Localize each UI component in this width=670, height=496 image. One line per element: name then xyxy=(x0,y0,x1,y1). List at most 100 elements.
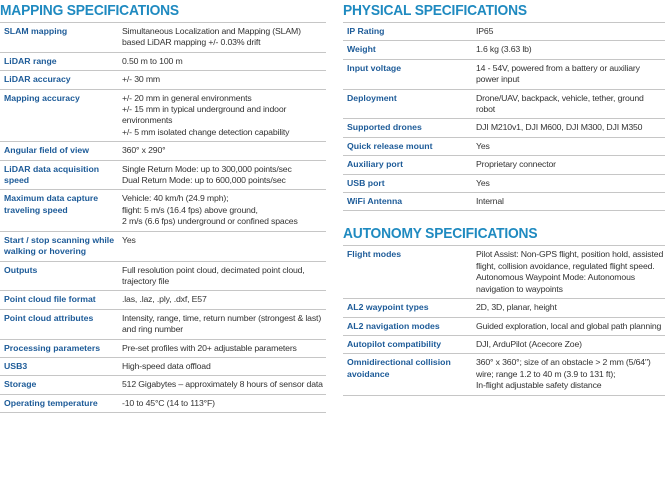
spec-value: Yes xyxy=(476,141,665,152)
spec-value-line: In-flight adjustable safety distance xyxy=(476,380,602,391)
spec-row: Processing parameters Pre-set profiles wi… xyxy=(0,340,326,358)
spec-table: IP Rating IP65 Weight 1.6 kg (3.63 lb) Input… xyxy=(343,22,665,212)
spec-value: Pre-set profiles with 20+ adjustable par… xyxy=(122,343,326,354)
spec-row: Quick release mount Yes xyxy=(343,138,665,157)
spec-value-line: Simultaneous Localization and Mapping (S… xyxy=(122,26,301,48)
spec-label: LiDAR range xyxy=(4,55,57,66)
spec-value-line: Dual Return Mode: up to 600,000 points/s… xyxy=(122,175,286,186)
spec-value-line: 2 m/s (6.6 fps) underground or confined … xyxy=(122,216,298,227)
spec-value: 14 - 54V, powered from a battery or auxi… xyxy=(476,63,665,86)
spec-label: USB3 xyxy=(4,360,28,371)
spec-value-line: 360° x 360°; size of an obstacle > 2 mm … xyxy=(476,357,651,379)
spec-value: DJI M210v1, DJI M600, DJI M300, DJI M350 xyxy=(476,122,665,133)
spec-label: Angular field of view xyxy=(4,145,89,156)
spec-value-line: Proprietary connector xyxy=(476,159,556,170)
spec-row: USB3 High-speed data offload xyxy=(0,358,326,377)
spec-row: Angular field of view 360° x 290° xyxy=(0,142,326,161)
spec-value: High-speed data offload xyxy=(122,361,326,372)
spec-label: Start / stop scanning while walking or h… xyxy=(4,234,115,257)
spec-label: Point cloud file format xyxy=(4,294,96,305)
spec-value-line: 512 Gigabytes – approximately 8 hours of… xyxy=(122,379,323,390)
spec-row: Storage 512 Gigabytes – approximately 8 h… xyxy=(0,376,326,395)
spec-row: Mapping accuracy +/- 20 mm in general env… xyxy=(0,90,326,143)
spec-label: Weight xyxy=(347,44,376,55)
spec-value: 512 Gigabytes – approximately 8 hours of… xyxy=(122,379,326,390)
spec-row: AL2 waypoint types 2D, 3D, planar, height xyxy=(343,299,665,318)
spec-value-line: Intensity, range, time, return number (s… xyxy=(122,312,322,335)
spec-row: Autopilot compatibility DJI, ArduPilot (A… xyxy=(343,336,665,355)
spec-value: 360° x 360°; size of an obstacle > 2 mm … xyxy=(476,357,665,391)
spec-value: Proprietary connector xyxy=(476,159,665,170)
spec-value: +/- 20 mm in general environments +/- 15 … xyxy=(122,93,326,139)
spec-value-line: IP65 xyxy=(476,26,494,36)
spec-label: Mapping accuracy xyxy=(4,92,80,103)
spec-row: Deployment Drone/UAV, backpack, vehicle, … xyxy=(343,90,665,120)
spec-row: Maximum data capture traveling speed Vehi… xyxy=(0,190,326,232)
spec-label: Supported drones xyxy=(347,122,422,133)
spec-label: Operating temperature xyxy=(4,397,98,408)
section-title: MAPPING SPECIFICATIONS xyxy=(0,2,179,19)
spec-value: Internal xyxy=(476,196,665,207)
section-title: AUTONOMY SPECIFICATIONS xyxy=(343,225,538,243)
spec-value-line: Single Return Mode: up to 300,000 points… xyxy=(122,163,292,174)
spec-label: Point cloud attributes xyxy=(4,312,94,323)
spec-value-line: Internal xyxy=(476,196,504,207)
spec-table: Flight modes Pilot Assist: Non-GPS flight… xyxy=(343,245,665,396)
spec-row: AL2 navigation modes Guided exploration, … xyxy=(343,318,665,336)
right-column: PHYSICAL SPECIFICATIONS IP Rating IP65 Wei… xyxy=(343,0,665,396)
spec-value-line: DJI, ArduPilot (Acecore Zoe) xyxy=(476,338,582,349)
spec-value-line: flight: 5 m/s (16.4 fps) above ground, xyxy=(122,204,258,215)
spec-value-line: 2D, 3D, planar, height xyxy=(476,302,557,313)
spec-value-line: -10 to 45°C (14 to 113°F) xyxy=(122,397,215,408)
mapping-section: MAPPING SPECIFICATIONS SLAM mapping Simul… xyxy=(0,0,326,414)
spec-value-line: Pilot Assist: Non-GPS flight, position h… xyxy=(476,249,664,271)
spec-value-line: Guided exploration, local and global pat… xyxy=(476,320,662,331)
spec-row: Flight modes Pilot Assist: Non-GPS flight… xyxy=(343,246,665,300)
spec-value-line: Yes xyxy=(476,177,490,188)
spec-label: LiDAR data acquisition speed xyxy=(4,163,100,186)
spec-value-line: +/- 5 mm isolated change detection capab… xyxy=(122,126,290,137)
spec-value: .las, .laz, .ply, .dxf, E57 xyxy=(122,294,326,305)
spec-label: Quick release mount xyxy=(347,140,433,151)
spec-label: Processing parameters xyxy=(4,342,101,353)
spec-label: Input voltage xyxy=(347,62,402,73)
spec-value-line: 14 - 54V, powered from a battery or auxi… xyxy=(476,62,640,85)
spec-value-line: Autonomous Waypoint Mode: Autonomous nav… xyxy=(476,272,635,294)
spec-row: Point cloud file format .las, .laz, .ply,… xyxy=(0,291,326,310)
spec-value: Yes xyxy=(122,235,326,258)
spec-value: 2D, 3D, planar, height xyxy=(476,302,665,313)
spec-value-line: Full resolution point cloud, decimated p… xyxy=(122,264,305,286)
spec-label: AL2 waypoint types xyxy=(347,302,429,313)
spec-row: SLAM mapping Simultaneous Localization an… xyxy=(0,23,326,53)
spec-value: 360° x 290° xyxy=(122,145,326,156)
section-title: PHYSICAL SPECIFICATIONS xyxy=(343,2,527,19)
spec-value: Drone/UAV, backpack, vehicle, tether, gr… xyxy=(476,93,665,116)
spec-label: LiDAR accuracy xyxy=(4,74,71,85)
spec-label: IP Rating xyxy=(347,26,385,36)
spec-row: LiDAR range 0.50 m to 100 m xyxy=(0,53,326,72)
spec-value: Intensity, range, time, return number (s… xyxy=(122,313,326,336)
spec-value: Vehicle: 40 km/h (24.9 mph); flight: 5 m/… xyxy=(122,193,326,227)
spec-table: SLAM mapping Simultaneous Localization an… xyxy=(0,22,326,414)
spec-row: WiFi Antenna Internal xyxy=(343,193,665,212)
spec-row: Weight 1.6 kg (3.63 lb) xyxy=(343,41,665,60)
spec-value-line: +/- 30 mm xyxy=(122,74,160,85)
spec-label: SLAM mapping xyxy=(4,26,68,36)
spec-value: Pilot Assist: Non-GPS flight, position h… xyxy=(476,249,665,295)
spec-value: Single Return Mode: up to 300,000 points… xyxy=(122,164,326,187)
spec-label: AL2 navigation modes xyxy=(347,320,440,331)
spec-label: Storage xyxy=(4,379,37,390)
spec-label: Omnidirectional collision avoidance xyxy=(347,357,451,379)
spec-row: Auxiliary port Proprietary connector xyxy=(343,156,665,175)
spec-row: Supported drones DJI M210v1, DJI M600, DJ… xyxy=(343,119,665,138)
spec-row: Operating temperature -10 to 45°C (14 to … xyxy=(0,395,326,414)
spec-row: LiDAR data acquisition speed Single Retur… xyxy=(0,161,326,191)
spec-label: USB port xyxy=(347,177,385,188)
spec-value-line: 1.6 kg (3.63 lb) xyxy=(476,44,532,55)
spec-value-line: 0.50 m to 100 m xyxy=(122,55,183,66)
spec-label: Autopilot compatibility xyxy=(347,338,442,349)
spec-label: Outputs xyxy=(4,264,38,275)
spec-value-line: High-speed data offload xyxy=(122,360,211,371)
spec-label: Flight modes xyxy=(347,249,402,260)
